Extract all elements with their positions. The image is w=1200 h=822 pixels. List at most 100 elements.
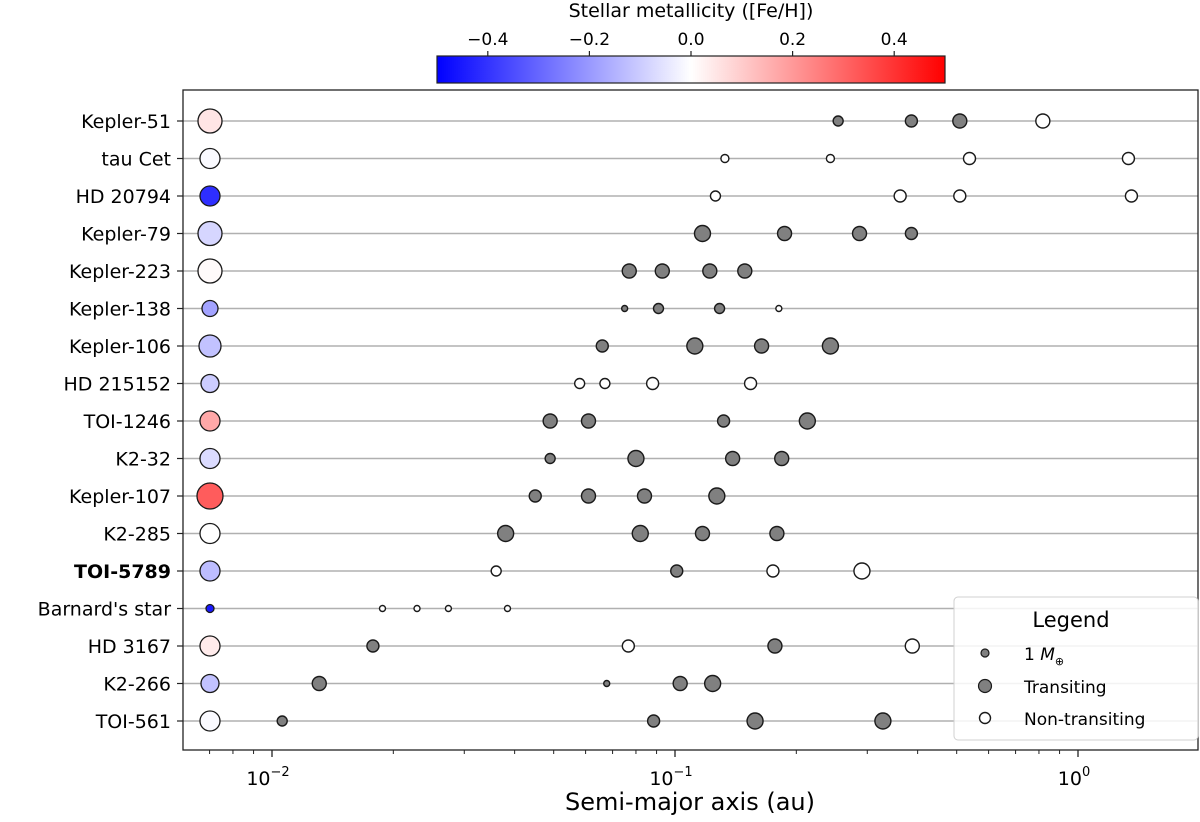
transiting-planet-marker xyxy=(708,487,726,505)
star-marker xyxy=(200,373,220,394)
non-transiting-planet-marker xyxy=(573,377,586,390)
non-transiting-planet-marker xyxy=(962,151,977,166)
non-transiting-planet-marker xyxy=(1124,189,1139,203)
legend-1-earth-mass-label: 1 M⊕ xyxy=(1024,645,1064,668)
star-marker xyxy=(199,522,221,545)
transiting-planet-marker xyxy=(544,452,556,465)
transiting-planet-marker xyxy=(774,450,790,467)
plot-frame xyxy=(182,89,1199,751)
transiting-planet-marker xyxy=(652,302,665,315)
transiting-planet-marker xyxy=(620,304,629,313)
system-label: Kepler-138 xyxy=(69,299,171,321)
y-axis-system-labels: Kepler-51 tau Cet HD 20794 Kepler-79 Kepler-… xyxy=(38,111,183,733)
non-transiting-planet-marker xyxy=(599,377,611,390)
non-transiting-planet-marker xyxy=(953,189,967,203)
non-transiting-planet-marker xyxy=(645,376,660,391)
transiting-planet-marker xyxy=(631,524,649,543)
transiting-planet-marker xyxy=(366,639,380,653)
transiting-planet-marker xyxy=(672,675,688,692)
colorbar: Stellar metallicity ([Fe/H]) −0.4 −0.2 0.0… xyxy=(436,0,946,84)
transiting-planet-marker xyxy=(713,302,726,315)
transiting-planet-marker xyxy=(703,674,722,693)
non-transiting-planet-marker xyxy=(621,639,636,653)
colorbar-tick-label: −0.4 xyxy=(467,30,508,50)
system-label: TOI-5789 xyxy=(74,561,171,583)
transiting-planet-marker xyxy=(753,338,770,354)
x-tick-label: 100 xyxy=(1058,765,1090,790)
non-transiting-planet-marker xyxy=(444,604,453,613)
colorbar-tick-label: 0.4 xyxy=(881,30,908,50)
transiting-planet-marker xyxy=(746,712,764,730)
non-transiting-planet-marker xyxy=(853,562,871,580)
legend-transiting-marker xyxy=(977,678,993,694)
transiting-planet-marker xyxy=(724,450,741,467)
system-label: Kepler-79 xyxy=(81,224,171,246)
transiting-planet-marker xyxy=(670,564,684,578)
star-marker xyxy=(199,635,221,657)
star-marker xyxy=(199,147,221,170)
non-transiting-planet-marker xyxy=(503,604,512,613)
system-label: K2-285 xyxy=(103,524,171,546)
transiting-planet-marker xyxy=(496,524,515,543)
system-label: K2-32 xyxy=(115,449,171,471)
system-label: TOI-561 xyxy=(95,711,171,733)
non-transiting-planet-marker xyxy=(766,564,780,578)
system-label: HD 20794 xyxy=(76,186,171,208)
transiting-planet-marker xyxy=(798,412,817,430)
colorbar-label: Stellar metallicity ([Fe/H]) xyxy=(569,0,814,22)
non-transiting-planet-marker xyxy=(413,604,421,613)
star-marker xyxy=(199,560,221,582)
transiting-planet-marker xyxy=(694,525,711,542)
x-tick-label: 10−1 xyxy=(649,765,692,790)
non-transiting-planet-marker xyxy=(743,376,758,391)
transiting-planet-marker xyxy=(851,225,868,242)
star-marker xyxy=(200,673,220,694)
transiting-planet-marker xyxy=(716,414,731,428)
star-marker xyxy=(199,710,221,732)
star-marker xyxy=(197,108,223,134)
transiting-planet-marker xyxy=(603,679,611,688)
colorbar-tick-label: 0.2 xyxy=(779,30,806,50)
x-axis-label: Semi-major axis (au) xyxy=(565,788,815,816)
system-label: HD 215152 xyxy=(64,374,172,396)
transiting-planet-marker xyxy=(621,263,637,279)
transiting-planet-marker xyxy=(528,489,542,503)
transiting-planet-marker xyxy=(627,449,645,468)
colorbar-ticks: −0.4 −0.2 0.0 0.2 0.4 xyxy=(467,30,908,56)
legend-non-transiting-label: Non-transiting xyxy=(1024,710,1145,730)
transiting-planet-marker xyxy=(636,488,653,504)
star-marker xyxy=(197,258,223,284)
non-transiting-planet-marker xyxy=(1035,113,1051,129)
transiting-planet-marker xyxy=(702,263,718,279)
transiting-planet-marker xyxy=(276,715,288,727)
legend-1-earth-mass-marker xyxy=(980,648,990,658)
star-marker xyxy=(198,334,222,358)
transiting-planet-marker xyxy=(904,226,919,241)
transiting-planet-marker xyxy=(737,263,753,279)
transiting-planet-marker xyxy=(776,225,793,242)
star-marker xyxy=(199,185,221,207)
transiting-planet-marker xyxy=(952,113,968,129)
non-transiting-planet-marker xyxy=(709,190,722,202)
transiting-planet-marker xyxy=(821,337,840,355)
star-marker xyxy=(205,603,215,614)
transiting-planet-marker xyxy=(542,413,558,429)
system-label: K2-266 xyxy=(103,674,171,696)
transiting-planet-marker xyxy=(686,337,704,355)
system-label: HD 3167 xyxy=(88,636,171,658)
non-transiting-planet-marker xyxy=(775,304,783,313)
transiting-planet-marker xyxy=(904,114,919,128)
non-transiting-planet-marker xyxy=(490,565,502,577)
system-label: Kepler-51 xyxy=(81,111,171,133)
star-marker xyxy=(199,410,221,432)
transiting-planet-marker xyxy=(769,525,785,542)
system-label: TOI-1246 xyxy=(83,411,171,433)
non-transiting-planet-marker xyxy=(378,604,387,613)
star-marker xyxy=(196,482,224,510)
legend-transiting-label: Transiting xyxy=(1023,678,1107,698)
transiting-planet-marker xyxy=(646,714,661,728)
system-label: Kepler-223 xyxy=(69,261,171,283)
colorbar-gradient xyxy=(436,55,946,84)
star-marker xyxy=(197,220,223,247)
